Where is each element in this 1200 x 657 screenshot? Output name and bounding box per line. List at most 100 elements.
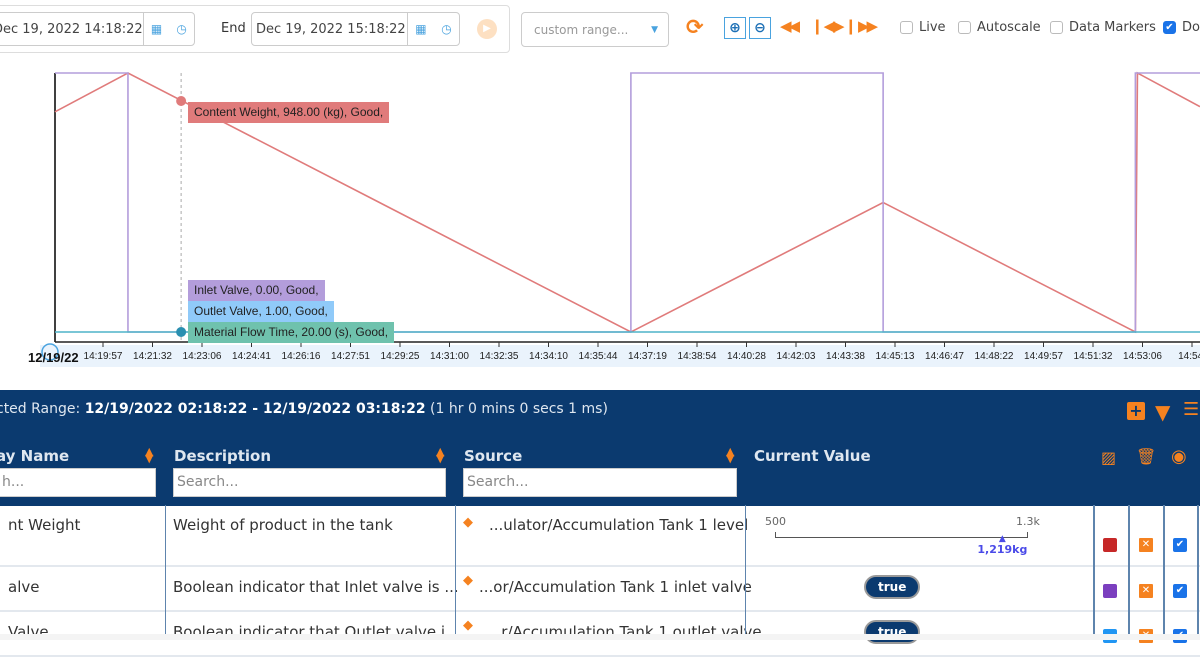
sort-icon[interactable]: ▲ ▼ xyxy=(726,445,735,465)
tag-table-header: cted Range: 12/19/2022 02:18:22 - 12/19/… xyxy=(0,390,1200,506)
checkbox-checked-icon[interactable]: ✔ xyxy=(1163,21,1176,34)
row-description: Boolean indicator that Inlet valve is ..… xyxy=(173,578,459,596)
axis-handle[interactable] xyxy=(41,343,59,361)
previous-icon[interactable]: ❙◀ xyxy=(811,17,836,35)
checkbox-icon[interactable] xyxy=(900,21,913,34)
bottom-edge xyxy=(0,634,1200,640)
checkbox-label: Live xyxy=(919,20,946,35)
range-select[interactable]: custom range... ▼ xyxy=(521,12,669,47)
row-source: ...ulator/Accumulation Tank 1 level xyxy=(489,516,749,534)
trend-chart[interactable] xyxy=(0,0,1200,370)
end-datetime-input[interactable]: Dec 19, 2022 15:18:22 ▦ ◷ xyxy=(251,12,460,46)
column-header-name[interactable]: ay Name xyxy=(0,447,70,465)
x-tick-label: 14:34:10 xyxy=(529,351,568,362)
color-swatch[interactable] xyxy=(1103,584,1117,598)
last-page-icon[interactable]: ▶▶ xyxy=(858,17,878,35)
end-datetime-value: Dec 19, 2022 15:18:22 xyxy=(256,21,406,37)
x-tick-label: 14:19:57 xyxy=(83,351,123,362)
do-checkbox[interactable]: ✔ Do xyxy=(1163,20,1200,35)
next-icon[interactable]: ▶❙ xyxy=(833,17,858,35)
gauge-max-label: 1.3k xyxy=(1016,515,1040,528)
settings-sliders-icon[interactable]: ☰ xyxy=(1183,399,1200,420)
x-tick-label: 14:29:25 xyxy=(380,351,420,362)
tag-icon: ◆ xyxy=(463,515,473,530)
column-divider xyxy=(1128,505,1130,640)
column-header-source[interactable]: Source xyxy=(464,447,523,465)
cursor-marker-flow-time xyxy=(176,327,187,337)
description-search-input[interactable]: Search... xyxy=(173,468,446,497)
row-description: Weight of product in the tank xyxy=(173,516,393,534)
range-select-value: custom range... xyxy=(534,22,629,37)
name-search-input[interactable]: h... xyxy=(0,468,156,497)
gauge-scale xyxy=(775,532,1028,538)
x-tick-label: 14:27:51 xyxy=(331,351,370,362)
source-search-input[interactable]: Search... xyxy=(463,468,737,497)
remove-icon[interactable]: ✕ xyxy=(1139,584,1153,598)
x-tick-label: 14:21:32 xyxy=(133,351,172,362)
gauge-pointer-icon: ▲ xyxy=(998,534,1006,544)
x-tick-label: 14:45:13 xyxy=(875,351,915,362)
refresh-icon[interactable]: ⟳ xyxy=(686,15,704,39)
x-tick-label: 14:24:41 xyxy=(232,351,271,362)
tooltip-content-weight: Content Weight, 948.00 (kg), Good, xyxy=(188,102,390,123)
column-divider xyxy=(455,505,456,640)
sort-icon[interactable]: ▲ ▼ xyxy=(436,445,445,465)
x-tick-label: 14:49:57 xyxy=(1024,351,1063,362)
selected-range: cted Range: 12/19/2022 02:18:22 - 12/19/… xyxy=(0,401,608,417)
x-tick-label: 14:26:16 xyxy=(281,351,321,362)
x-tick-label: 14:53:06 xyxy=(1123,351,1162,362)
start-datetime-input[interactable]: Dec 19, 2022 14:18:22 ▦ ◷ xyxy=(0,12,195,46)
visible-checkbox[interactable]: ✔ xyxy=(1173,584,1187,598)
gauge-value: 1,219kg xyxy=(977,543,1028,556)
checkbox-icon[interactable] xyxy=(958,21,971,34)
checkbox-label: Autoscale xyxy=(977,20,1041,35)
x-tick-label: 14:48:22 xyxy=(974,351,1014,362)
row-source: ...or/Accumulation Tank 1 inlet valve xyxy=(479,578,752,596)
calendar-icon[interactable]: ▦ xyxy=(150,22,163,36)
image-icon[interactable]: ▨ xyxy=(1101,448,1117,467)
filter-icon[interactable]: ▼ xyxy=(1155,400,1171,424)
tag-icon: ◆ xyxy=(463,573,473,588)
column-divider xyxy=(745,505,746,640)
x-tick-label: 14:37:19 xyxy=(628,351,667,362)
x-tick-label: 14:42:03 xyxy=(776,351,816,362)
remove-icon[interactable]: ✕ xyxy=(1139,538,1153,552)
row-name: nt Weight xyxy=(8,516,81,534)
checkbox-icon[interactable] xyxy=(1050,21,1063,34)
column-header-description[interactable]: Description xyxy=(174,447,272,465)
trash-icon[interactable]: 🗑 xyxy=(1136,447,1157,466)
x-tick-label: 14:38:54 xyxy=(677,351,717,362)
zoom-in-icon[interactable]: ⊕ xyxy=(724,17,746,39)
tooltip-material-flow-time: Material Flow Time, 20.00 (s), Good, xyxy=(188,322,395,343)
first-page-icon[interactable]: ◀◀ xyxy=(780,17,800,35)
checkbox-label: Data Markers xyxy=(1069,20,1156,35)
column-divider xyxy=(1197,505,1199,640)
x-tick-label: 14:54: xyxy=(1178,351,1200,362)
play-icon[interactable]: ▶ xyxy=(477,19,497,39)
add-icon[interactable]: + xyxy=(1127,402,1145,420)
checkbox-label: Do xyxy=(1182,20,1200,35)
eye-icon[interactable]: ◉ xyxy=(1171,446,1187,467)
table-row[interactable]: nt Weight Weight of product in the tank … xyxy=(0,505,1200,567)
x-tick-label: 14:46:47 xyxy=(925,351,964,362)
sort-icon[interactable]: ▲ ▼ xyxy=(145,445,154,465)
caret-down-icon: ▼ xyxy=(651,24,658,35)
color-swatch[interactable] xyxy=(1103,538,1117,552)
clock-icon[interactable]: ◷ xyxy=(176,22,187,36)
column-header-current-value: Current Value xyxy=(754,447,871,465)
x-axis-band xyxy=(40,345,1200,367)
date-label: 12/19/22 xyxy=(28,350,79,365)
live-checkbox[interactable]: Live xyxy=(900,20,946,35)
start-datetime-value: Dec 19, 2022 14:18:22 xyxy=(0,21,143,37)
zoom-out-icon[interactable]: ⊖ xyxy=(749,17,771,39)
end-label: End xyxy=(221,21,246,36)
table-row[interactable]: alve Boolean indicator that Inlet valve … xyxy=(0,567,1200,612)
x-tick-label: 14:32:35 xyxy=(479,351,519,362)
value-pill: true xyxy=(864,620,921,644)
data-markers-checkbox[interactable]: Data Markers xyxy=(1050,20,1156,35)
tag-icon: ◆ xyxy=(463,618,473,633)
autoscale-checkbox[interactable]: Autoscale xyxy=(958,20,1041,35)
calendar-icon[interactable]: ▦ xyxy=(415,22,427,36)
clock-icon[interactable]: ◷ xyxy=(441,22,452,36)
visible-checkbox[interactable]: ✔ xyxy=(1173,538,1187,552)
